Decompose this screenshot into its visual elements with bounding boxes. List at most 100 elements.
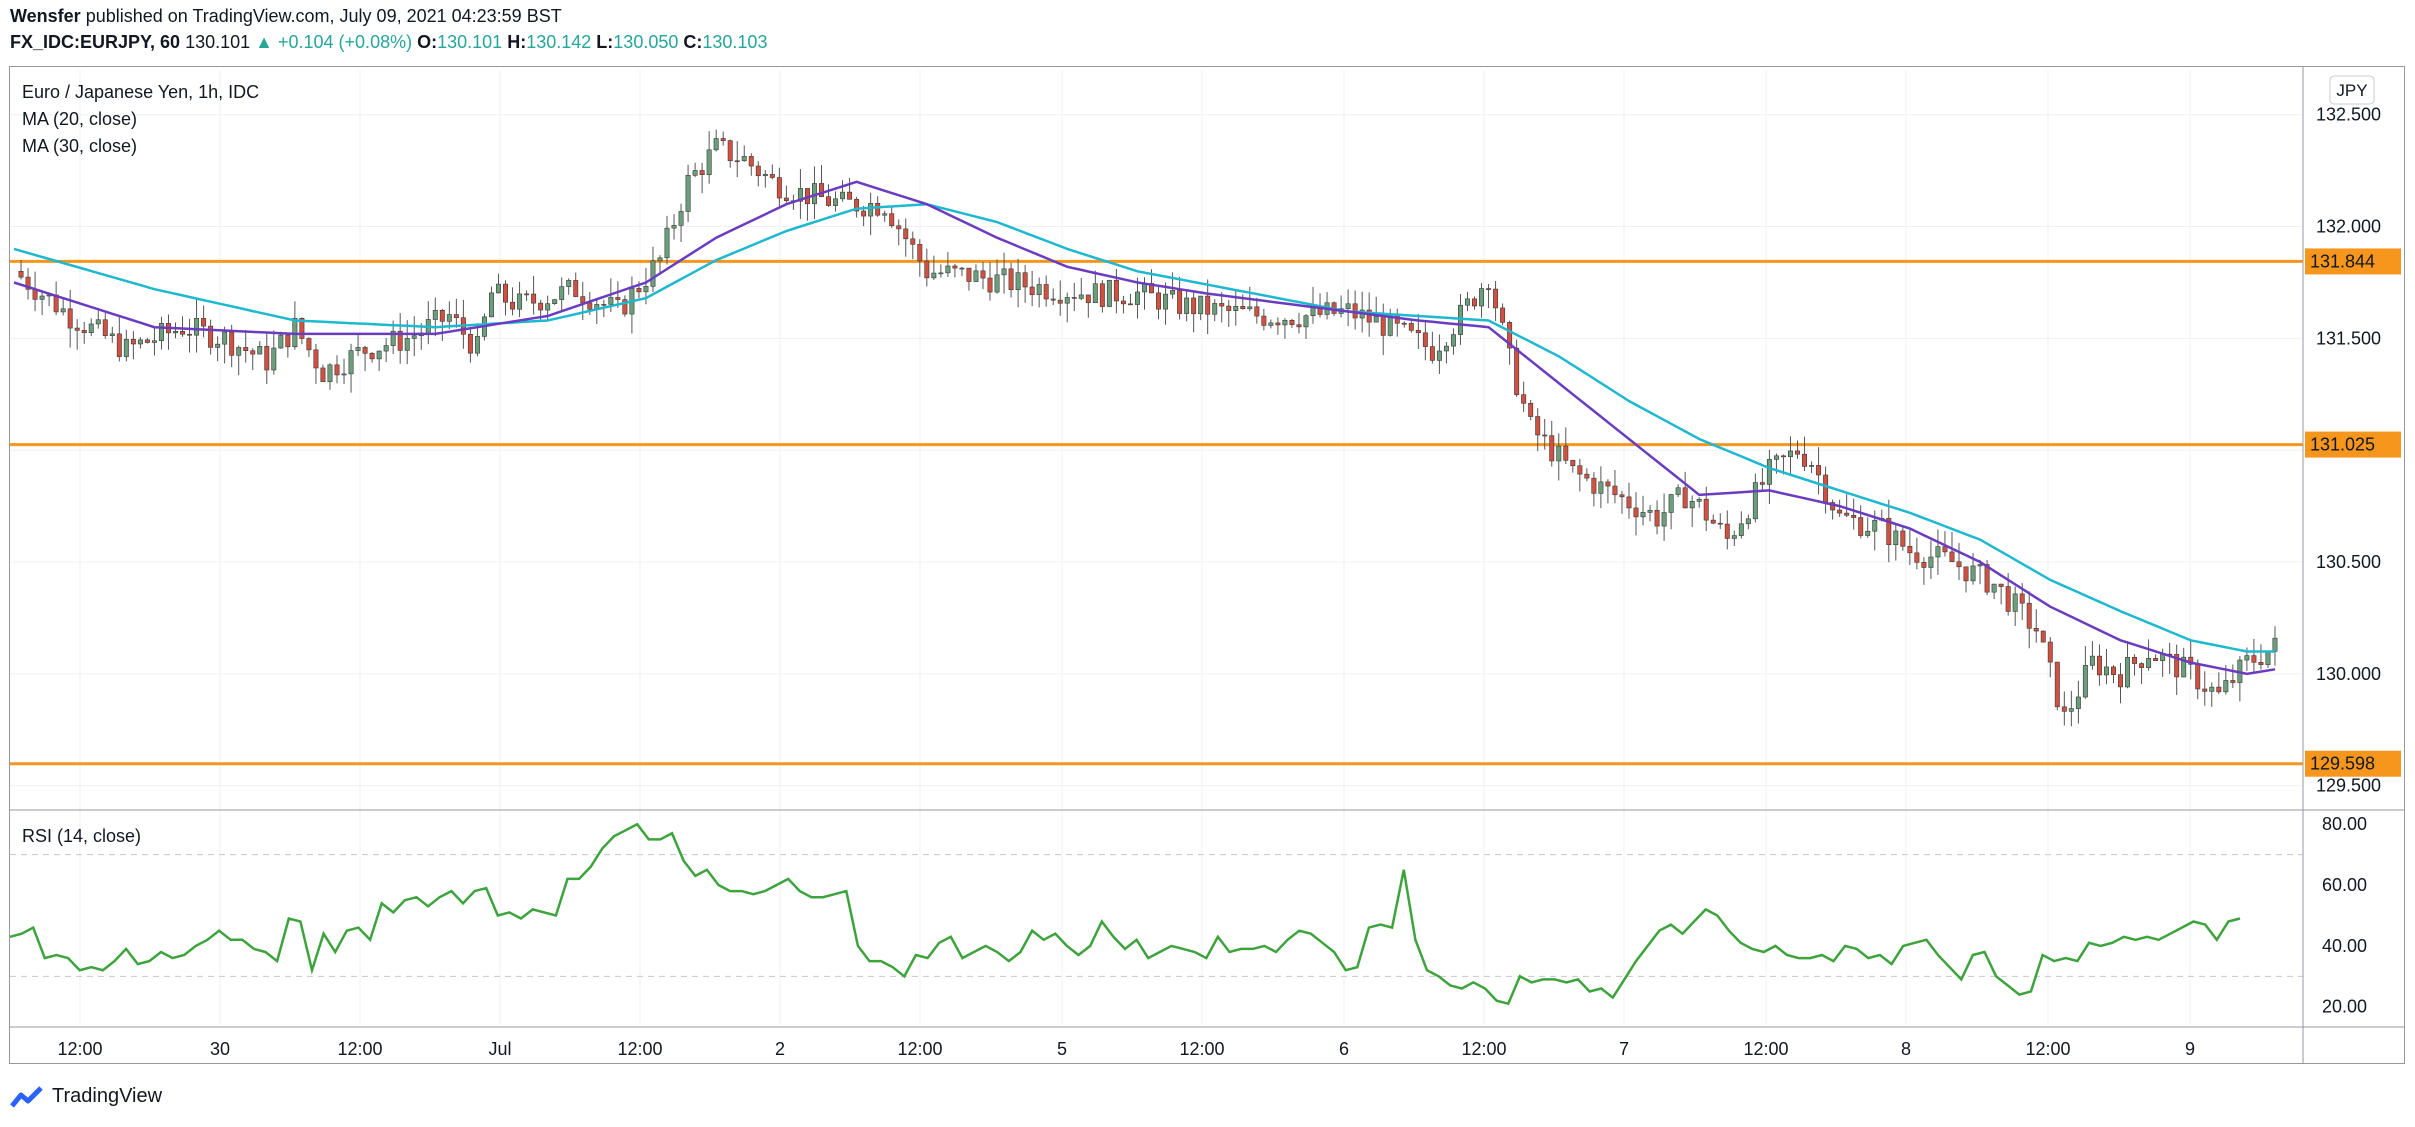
axes: 12:00 30 12:00 Jul 12:00 2 12:00 5 12:00 6 12:00 7 1…: [10, 67, 2405, 1063]
candle: [1788, 436, 1793, 476]
candle: [1422, 322, 1428, 361]
time-axis-label: 12:00: [337, 1039, 382, 1059]
candle: [2033, 609, 2039, 643]
high-label: H:: [507, 32, 527, 52]
candle: [1717, 513, 1723, 529]
candle: [109, 326, 115, 343]
candle: [1486, 283, 1492, 309]
candle-body: [889, 213, 895, 227]
candle-body: [1907, 546, 1913, 554]
candle-body: [1127, 303, 1133, 306]
candle-body: [1865, 530, 1871, 536]
candle-body: [1022, 272, 1028, 288]
candle-body: [1633, 507, 1639, 518]
ma20-legend[interactable]: MA (20, close): [22, 109, 138, 129]
candle-body: [2075, 696, 2081, 709]
candle: [1240, 294, 1246, 310]
candle: [931, 255, 937, 280]
candle-body: [130, 338, 136, 345]
candle-body: [1408, 323, 1414, 331]
candle: [678, 203, 684, 242]
candle: [81, 321, 87, 344]
candle: [2075, 680, 2081, 724]
candle-body: [474, 336, 480, 354]
candle: [1479, 283, 1485, 318]
close-value: 130.103: [702, 32, 768, 52]
candle: [180, 316, 185, 337]
candle: [397, 313, 403, 364]
candle-body: [1472, 298, 1477, 307]
candle-body: [1436, 350, 1442, 361]
symbol-label[interactable]: FX_IDC:EURJPY, 60: [10, 32, 181, 52]
candle: [1556, 433, 1562, 481]
candle: [2251, 638, 2257, 673]
candle: [18, 259, 24, 280]
candle-body: [271, 347, 277, 371]
ma30-legend[interactable]: MA (30, close): [22, 136, 138, 156]
candle-body: [896, 225, 902, 230]
candle-body: [1605, 481, 1611, 487]
candle: [1823, 466, 1829, 514]
candle-body: [1703, 498, 1709, 521]
candle: [1549, 420, 1555, 467]
candle-body: [910, 238, 916, 245]
candle: [1696, 497, 1702, 508]
ma30-line: [13, 202, 2275, 653]
candle-body: [1050, 298, 1056, 301]
candle-body: [144, 339, 150, 343]
candle: [945, 252, 951, 277]
candle-body: [2181, 656, 2187, 678]
candle-body: [622, 299, 628, 315]
candle-body: [636, 288, 642, 293]
candle: [1134, 277, 1140, 319]
candle-body: [369, 353, 375, 360]
candle: [1064, 292, 1070, 323]
candle: [425, 301, 431, 345]
candle-body: [1900, 530, 1906, 547]
candle: [32, 271, 38, 312]
time-axis-label: Jul: [488, 1039, 511, 1059]
time-axis-label: 12:00: [617, 1039, 662, 1059]
candle: [95, 310, 101, 329]
candle-body: [95, 319, 101, 325]
candle: [734, 141, 740, 178]
candle-body: [1619, 494, 1625, 498]
author-name[interactable]: Wensfer: [10, 6, 81, 26]
candle: [889, 207, 895, 228]
candle: [692, 162, 698, 178]
rsi-legend[interactable]: RSI (14, close): [22, 826, 142, 846]
candle-body: [1443, 345, 1449, 352]
candle-body: [671, 225, 677, 229]
candle-body: [833, 198, 839, 206]
candle: [2174, 644, 2180, 695]
candle-body: [2258, 662, 2264, 665]
candle-body: [496, 283, 501, 294]
candle-body: [1766, 459, 1772, 485]
candle: [1219, 292, 1225, 323]
candle-body: [559, 286, 565, 300]
candle: [1865, 517, 1871, 538]
candle: [1472, 296, 1477, 310]
price-level-label: 131.025: [2310, 435, 2375, 455]
candle: [453, 298, 459, 328]
candle-body: [1092, 283, 1098, 304]
tradingview-brand[interactable]: TradingView: [10, 1085, 162, 1108]
candle-body: [854, 199, 860, 212]
candle: [1626, 482, 1632, 519]
candle-body: [1577, 465, 1583, 475]
chart-frame[interactable]: [9, 66, 2405, 1064]
candle: [130, 331, 136, 360]
candle: [1071, 282, 1077, 312]
candle-body: [355, 347, 361, 351]
last-price: 130.101: [185, 32, 251, 52]
candle: [1022, 264, 1028, 303]
candle-body: [734, 160, 740, 163]
main-title[interactable]: Euro / Japanese Yen, 1h, IDC: [22, 82, 260, 102]
candle: [1233, 289, 1239, 326]
candle-body: [1198, 295, 1204, 315]
candle: [503, 280, 508, 316]
candle: [236, 345, 242, 376]
candle-body: [2005, 586, 2011, 612]
candle-body: [1942, 546, 1948, 553]
